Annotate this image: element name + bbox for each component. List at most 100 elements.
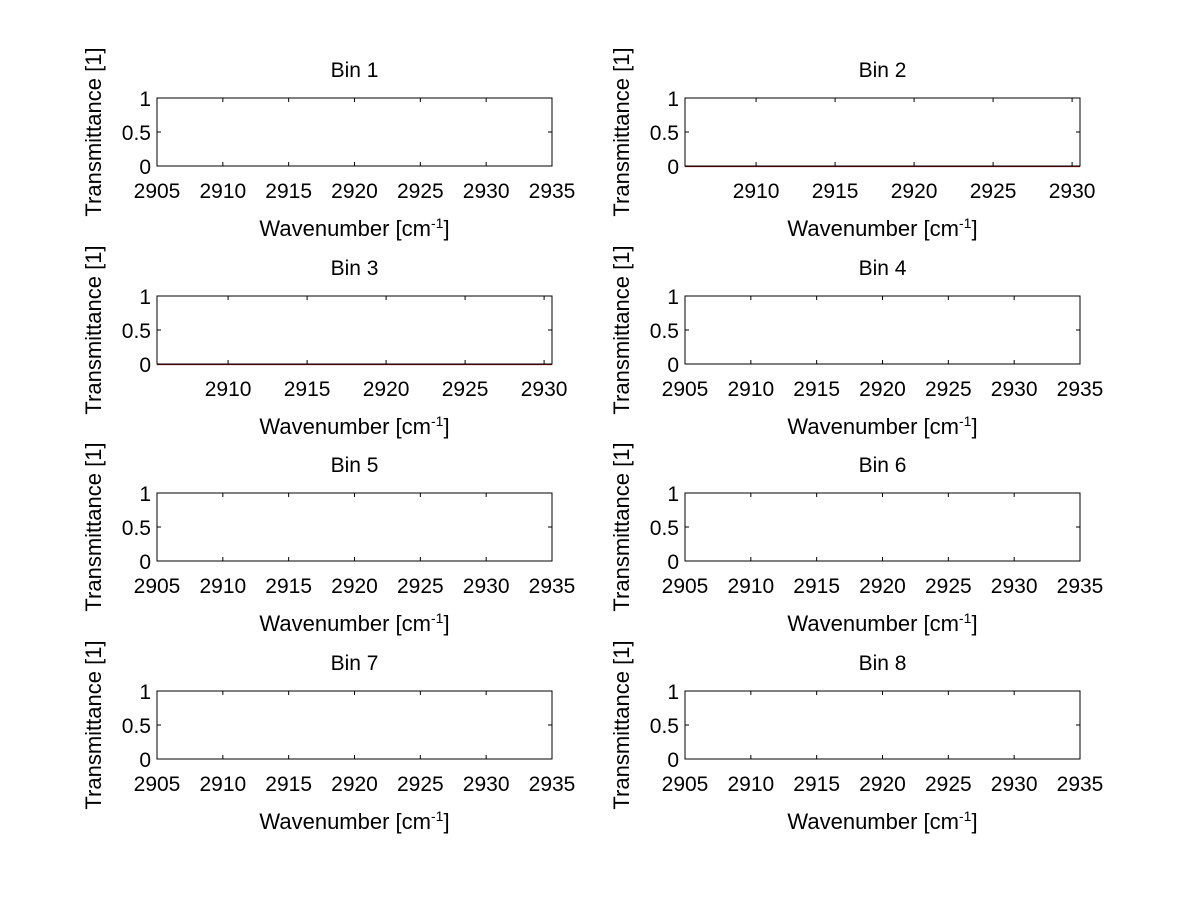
x-tick-label: 2920 bbox=[331, 575, 378, 598]
x-tick-label: 2935 bbox=[1057, 773, 1104, 796]
axes-frame bbox=[156, 492, 553, 562]
y-tick-label: 1 bbox=[139, 88, 151, 111]
x-tick-label: 2935 bbox=[1057, 378, 1104, 401]
axes-frame bbox=[684, 295, 1081, 365]
subplot-title: Bin 2 bbox=[859, 59, 907, 82]
x-tick-label: 2925 bbox=[397, 773, 444, 796]
y-axis-label: Transmittance [1] bbox=[81, 47, 106, 216]
x-tick-label: 2925 bbox=[925, 378, 972, 401]
x-axis-label: Wavenumber [cm-1] bbox=[787, 808, 977, 834]
x-tick-label: 2920 bbox=[331, 180, 378, 203]
y-tick-label: 0 bbox=[139, 354, 151, 377]
x-tick-label: 2910 bbox=[205, 378, 252, 401]
axes-frame bbox=[684, 690, 1081, 760]
x-tick-label: 2915 bbox=[284, 378, 331, 401]
x-tick-label: 2910 bbox=[733, 180, 780, 203]
x-tick-label: 2925 bbox=[925, 575, 972, 598]
x-axis-label: Wavenumber [cm-1] bbox=[259, 808, 449, 834]
subplot-bin-1: 2905 2910 2915 2920 2925 2930 2935 0 0.5 1 Bin 1 Wa… bbox=[81, 47, 575, 241]
y-axis-label: Transmittance [1] bbox=[81, 442, 106, 611]
x-tick-label: 2910 bbox=[199, 180, 246, 203]
y-tick-label: 1 bbox=[139, 286, 151, 309]
x-tick-label: 2920 bbox=[891, 180, 938, 203]
x-tick-label: 2910 bbox=[199, 773, 246, 796]
axes-frame bbox=[156, 97, 553, 167]
y-axis-label: Transmittance [1] bbox=[609, 47, 634, 216]
x-tick-label: 2920 bbox=[859, 378, 906, 401]
y-tick-label: 0.5 bbox=[650, 715, 679, 738]
x-tick-label: 2905 bbox=[662, 575, 709, 598]
y-tick-label: 0.5 bbox=[122, 122, 151, 145]
subplot-bin-7: 2905 2910 2915 2920 2925 2930 2935 0 0.5 1 Bin 7 Wa… bbox=[81, 640, 575, 834]
y-axis-label: Transmittance [1] bbox=[609, 245, 634, 414]
y-tick-label: 0.5 bbox=[650, 320, 679, 343]
subplot-title: Bin 8 bbox=[859, 652, 907, 675]
subplot-title: Bin 7 bbox=[331, 652, 379, 675]
x-tick-label: 2915 bbox=[265, 773, 312, 796]
x-tick-label: 2920 bbox=[363, 378, 410, 401]
x-tick-label: 2905 bbox=[662, 773, 709, 796]
y-axis-label: Transmittance [1] bbox=[81, 245, 106, 414]
subplot-bin-2: 2910 2915 2920 2925 2930 0 0.5 1 Bin 2 Wavenumber… bbox=[609, 47, 1095, 241]
x-tick-label: 2925 bbox=[442, 378, 489, 401]
x-tick-label: 2910 bbox=[199, 575, 246, 598]
subplot-bin-3: 2910 2915 2920 2925 2930 0 0.5 1 Bin 3 Wavenumber… bbox=[81, 245, 567, 439]
y-tick-label: 1 bbox=[667, 88, 679, 111]
y-tick-label: 0.5 bbox=[650, 517, 679, 540]
x-tick-label: 2930 bbox=[463, 180, 510, 203]
subplot-title: Bin 3 bbox=[331, 257, 379, 280]
y-tick-label: 0.5 bbox=[650, 122, 679, 145]
axes-frame bbox=[684, 492, 1081, 562]
subplot-title: Bin 4 bbox=[859, 257, 907, 280]
subplot-title: Bin 6 bbox=[859, 454, 907, 477]
y-tick-label: 0 bbox=[139, 749, 151, 772]
x-tick-label: 2915 bbox=[793, 378, 840, 401]
x-tick-label: 2920 bbox=[331, 773, 378, 796]
y-tick-label: 0.5 bbox=[122, 320, 151, 343]
x-tick-label: 2925 bbox=[970, 180, 1017, 203]
y-tick-label: 1 bbox=[139, 681, 151, 704]
x-tick-label: 2910 bbox=[727, 575, 774, 598]
x-tick-label: 2930 bbox=[463, 773, 510, 796]
axes-frame bbox=[684, 97, 1081, 167]
subplot-title: Bin 1 bbox=[331, 59, 379, 82]
x-axis-label: Wavenumber [cm-1] bbox=[259, 413, 449, 439]
x-axis-label: Wavenumber [cm-1] bbox=[787, 215, 977, 241]
x-tick-label: 2915 bbox=[265, 575, 312, 598]
x-tick-label: 2915 bbox=[265, 180, 312, 203]
y-tick-label: 0 bbox=[667, 156, 679, 179]
x-tick-label: 2915 bbox=[793, 575, 840, 598]
x-tick-label: 2905 bbox=[134, 180, 181, 203]
subplot-bin-6: 2905 2910 2915 2920 2925 2930 2935 0 0.5 1 Bin 6 Wa… bbox=[609, 442, 1103, 636]
x-axis-label: Wavenumber [cm-1] bbox=[259, 215, 449, 241]
y-tick-label: 0 bbox=[667, 354, 679, 377]
y-tick-label: 0 bbox=[139, 551, 151, 574]
x-tick-label: 2930 bbox=[521, 378, 568, 401]
x-tick-label: 2905 bbox=[134, 773, 181, 796]
x-tick-label: 2910 bbox=[727, 773, 774, 796]
y-tick-label: 0.5 bbox=[122, 715, 151, 738]
x-tick-label: 2925 bbox=[925, 773, 972, 796]
y-tick-label: 0 bbox=[667, 551, 679, 574]
x-tick-label: 2905 bbox=[134, 575, 181, 598]
x-tick-label: 2930 bbox=[991, 378, 1038, 401]
x-axis-label: Wavenumber [cm-1] bbox=[787, 610, 977, 636]
x-tick-label: 2910 bbox=[727, 378, 774, 401]
x-tick-label: 2925 bbox=[397, 180, 444, 203]
subplot-bin-8: 2905 2910 2915 2920 2925 2930 2935 0 0.5 1 Bin 8 Wa… bbox=[609, 640, 1103, 834]
x-tick-label: 2920 bbox=[859, 773, 906, 796]
subplot-title: Bin 5 bbox=[331, 454, 379, 477]
subplot-grid: 2905 2910 2915 2920 2925 2930 2935 0 0.5 1 Bin 1 Wa… bbox=[81, 47, 1103, 834]
x-tick-label: 2930 bbox=[1049, 180, 1096, 203]
x-tick-label: 2935 bbox=[529, 575, 576, 598]
x-axis-label: Wavenumber [cm-1] bbox=[787, 413, 977, 439]
x-tick-label: 2905 bbox=[662, 378, 709, 401]
y-axis-label: Transmittance [1] bbox=[81, 640, 106, 809]
x-tick-label: 2925 bbox=[397, 575, 444, 598]
y-axis-label: Transmittance [1] bbox=[609, 640, 634, 809]
x-tick-label: 2915 bbox=[793, 773, 840, 796]
y-tick-label: 1 bbox=[139, 483, 151, 506]
x-tick-label: 2915 bbox=[812, 180, 859, 203]
x-tick-label: 2935 bbox=[529, 773, 576, 796]
